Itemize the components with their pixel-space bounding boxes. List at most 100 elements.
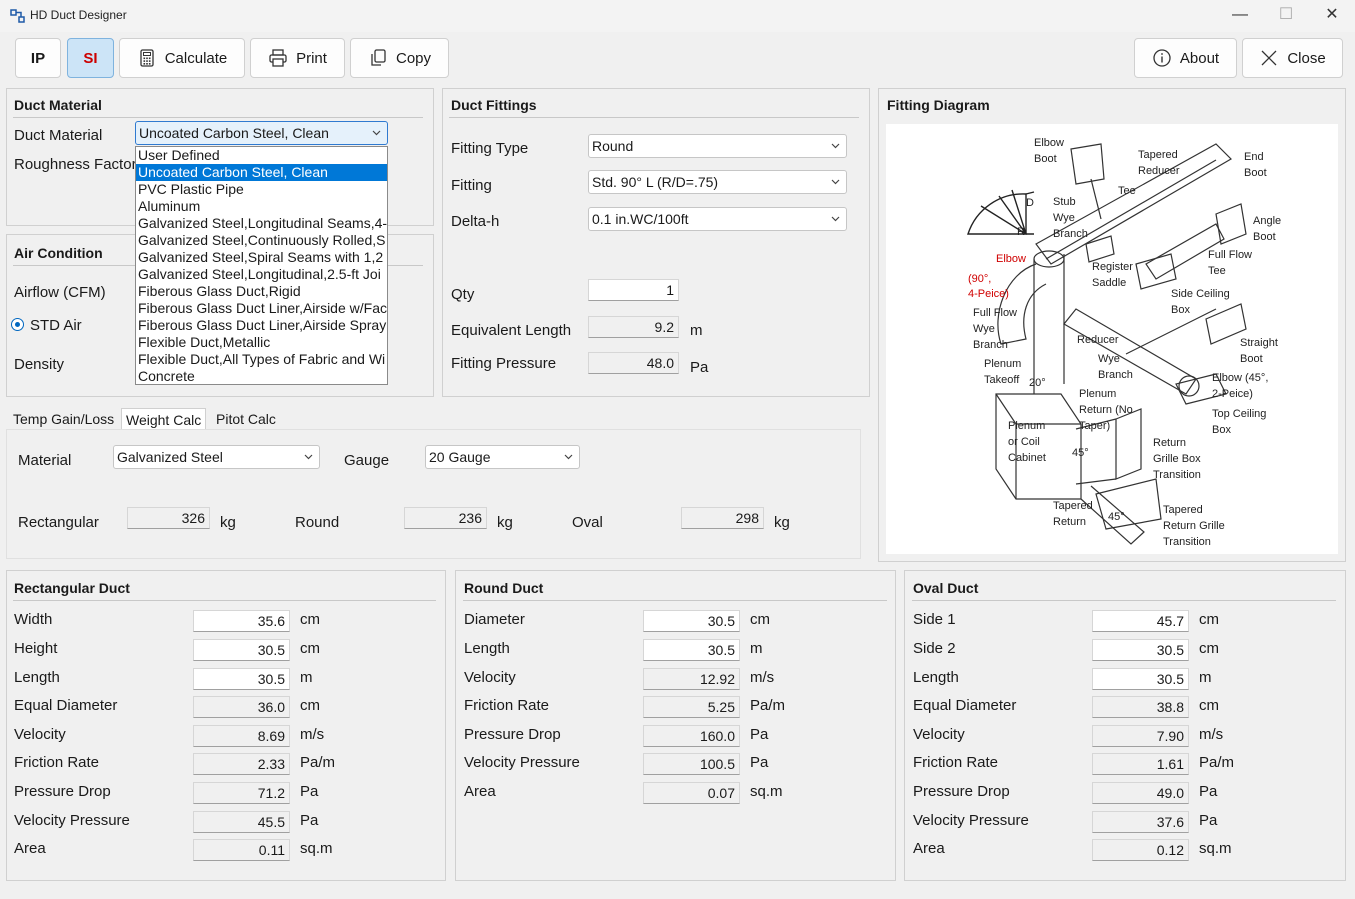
- label-elbow-90: Elbow (90°, 4-Peice): [968, 253, 1026, 300]
- oval-duct-row-value: 7.90: [1092, 725, 1189, 747]
- chevron-down-icon: [304, 454, 313, 460]
- fitting-select[interactable]: Std. 90° L (R/D=.75): [588, 170, 847, 194]
- oval-duct-row-value[interactable]: 30.5: [1092, 639, 1189, 661]
- print-button[interactable]: Print: [250, 38, 345, 78]
- qty-label: Qty: [451, 286, 475, 303]
- oval-duct-row-value[interactable]: 30.5: [1092, 668, 1189, 690]
- std-air-radio[interactable]: [11, 318, 24, 331]
- round-duct-row-value: 0.07: [643, 782, 740, 804]
- duct-material-option[interactable]: Fiberous Glass Duct Liner,Airside w/Fac: [138, 300, 387, 316]
- round-weight-unit: kg: [497, 514, 513, 531]
- rect-duct-row-value[interactable]: 35.6: [193, 610, 290, 632]
- oval-duct-row-label: Equal Diameter: [913, 697, 1017, 714]
- ip-units-button[interactable]: IP: [15, 38, 61, 78]
- close-app-button[interactable]: Close: [1242, 38, 1343, 78]
- chevron-down-icon: [372, 130, 381, 136]
- fitting-type-label: Fitting Type: [451, 140, 529, 157]
- duct-material-option[interactable]: Uncoated Carbon Steel, Clean: [136, 164, 387, 181]
- tab-temp-gain-loss[interactable]: Temp Gain/Loss: [13, 411, 115, 427]
- duct-material-option[interactable]: PVC Plastic Pipe: [138, 181, 244, 197]
- window-close-button[interactable]: ✕: [1325, 6, 1339, 23]
- duct-material-dropdown-list[interactable]: User Defined Uncoated Carbon Steel, Clean…: [135, 146, 388, 385]
- qty-input[interactable]: 1: [588, 279, 679, 301]
- copy-button[interactable]: Copy: [350, 38, 449, 78]
- si-units-button[interactable]: SI: [67, 38, 114, 78]
- rect-duct-row-label: Length: [14, 669, 60, 686]
- duct-material-title: Duct Material: [14, 97, 102, 113]
- divider: [13, 117, 423, 118]
- label-r: R: [1017, 226, 1025, 238]
- oval-weight-value: 298: [681, 507, 764, 529]
- oval-duct-row-value: 49.0: [1092, 782, 1189, 804]
- duct-material-option[interactable]: Fiberous Glass Duct,Rigid: [138, 283, 301, 299]
- rect-duct-row-label: Velocity Pressure: [14, 812, 130, 829]
- duct-material-option[interactable]: Flexible Duct,Metallic: [138, 334, 271, 350]
- chevron-down-icon: [831, 143, 840, 149]
- duct-material-option[interactable]: Galvanized Steel,Longitudinal,2.5-ft Joi: [138, 266, 381, 282]
- rect-duct-row-unit: cm: [300, 697, 320, 714]
- duct-material-option[interactable]: Concrete: [138, 368, 195, 384]
- round-duct-row-label: Length: [464, 640, 510, 657]
- round-duct-row-unit: Pa: [750, 754, 769, 771]
- label-tapered-return-grille: Tapered Return Grille Transition: [1163, 504, 1225, 548]
- rect-duct-row-value[interactable]: 30.5: [193, 639, 290, 661]
- duct-material-option[interactable]: Aluminum: [138, 198, 201, 214]
- rect-duct-row-label: Pressure Drop: [14, 783, 111, 800]
- rect-duct-row-label: Height: [14, 640, 58, 657]
- rect-duct-row-unit: cm: [300, 611, 320, 628]
- gauge-select[interactable]: 20 Gauge: [425, 445, 580, 469]
- fitting-diagram-drawing: Elbow Boot Tapered Reducer End Boot Tee Stu…: [967, 137, 1281, 548]
- chevron-down-icon: [564, 454, 573, 460]
- density-label: Density: [14, 356, 65, 373]
- weight-material-select[interactable]: Galvanized Steel: [113, 445, 320, 469]
- tab-weight-calc[interactable]: Weight Calc: [121, 408, 207, 430]
- oval-duct-row-label: Area: [913, 840, 945, 857]
- minimize-button[interactable]: —: [1232, 6, 1248, 23]
- calculate-button[interactable]: Calculate: [119, 38, 245, 78]
- fitting-label: Fitting: [451, 177, 492, 194]
- oval-duct-row-unit: cm: [1199, 611, 1219, 628]
- round-duct-row-label: Pressure Drop: [464, 726, 561, 743]
- rect-duct-row-value[interactable]: 30.5: [193, 668, 290, 690]
- roughness-label: Roughness Factor: [14, 156, 135, 173]
- rect-duct-row-value: 36.0: [193, 696, 290, 718]
- copy-label: Copy: [395, 49, 432, 67]
- round-duct-title: Round Duct: [464, 580, 544, 596]
- airflow-label: Airflow (CFM): [14, 284, 106, 301]
- oval-duct-row-label: Pressure Drop: [913, 783, 1010, 800]
- duct-material-option[interactable]: User Defined: [138, 147, 220, 163]
- round-duct-row-label: Velocity Pressure: [464, 754, 580, 771]
- label-stub-wye-branch: Stub Wye Branch: [1053, 196, 1088, 240]
- oval-duct-row-unit: Pa/m: [1199, 754, 1235, 771]
- duct-material-option[interactable]: Galvanized Steel,Longitudinal Seams,4-: [138, 215, 387, 231]
- duct-material-option[interactable]: Fiberous Glass Duct Liner,Airside Spray: [138, 317, 387, 333]
- duct-material-option[interactable]: Galvanized Steel,Continuously Rolled,S: [138, 232, 386, 248]
- duct-material-select[interactable]: Uncoated Carbon Steel, Clean: [135, 121, 388, 145]
- rect-duct-row-label: Velocity: [14, 726, 66, 743]
- duct-material-option[interactable]: Flexible Duct,All Types of Fabric and Wi: [138, 351, 386, 367]
- delta-h-select[interactable]: 0.1 in.WC/100ft: [588, 207, 847, 231]
- round-duct-row-value[interactable]: 30.5: [643, 639, 740, 661]
- label-angle-boot: Angle Boot: [1253, 215, 1281, 243]
- oval-duct-row-label: Length: [913, 669, 959, 686]
- label-tee: Tee: [1118, 185, 1136, 197]
- duct-material-option[interactable]: Galvanized Steel,Spiral Seams with 1,2: [138, 249, 384, 265]
- about-button[interactable]: About: [1134, 38, 1237, 78]
- close-icon: [1261, 50, 1277, 66]
- gauge-label: Gauge: [344, 452, 390, 469]
- oval-duct-row-value[interactable]: 45.7: [1092, 610, 1189, 632]
- printer-icon: [269, 49, 287, 67]
- label-return-grille-box: Return Grille Box Transition: [1153, 437, 1201, 481]
- oval-duct-row-unit: sq.m: [1199, 840, 1232, 857]
- rect-duct-row-value: 45.5: [193, 811, 290, 833]
- window-title: HD Duct Designer: [30, 8, 127, 22]
- label-45-deg-a: 45°: [1072, 447, 1089, 459]
- label-45-deg-b: 45°: [1108, 511, 1125, 523]
- fitting-value: Std. 90° L (R/D=.75): [592, 174, 719, 190]
- oval-duct-row-label: Side 1: [913, 611, 956, 628]
- maximize-button[interactable]: ☐: [1278, 6, 1294, 23]
- tab-pitot-calc[interactable]: Pitot Calc: [216, 411, 276, 427]
- label-plenum-coil-cabinet: Plenum or Coil Cabinet: [1008, 420, 1046, 464]
- round-duct-row-value[interactable]: 30.5: [643, 610, 740, 632]
- fitting-type-select[interactable]: Round: [588, 134, 847, 158]
